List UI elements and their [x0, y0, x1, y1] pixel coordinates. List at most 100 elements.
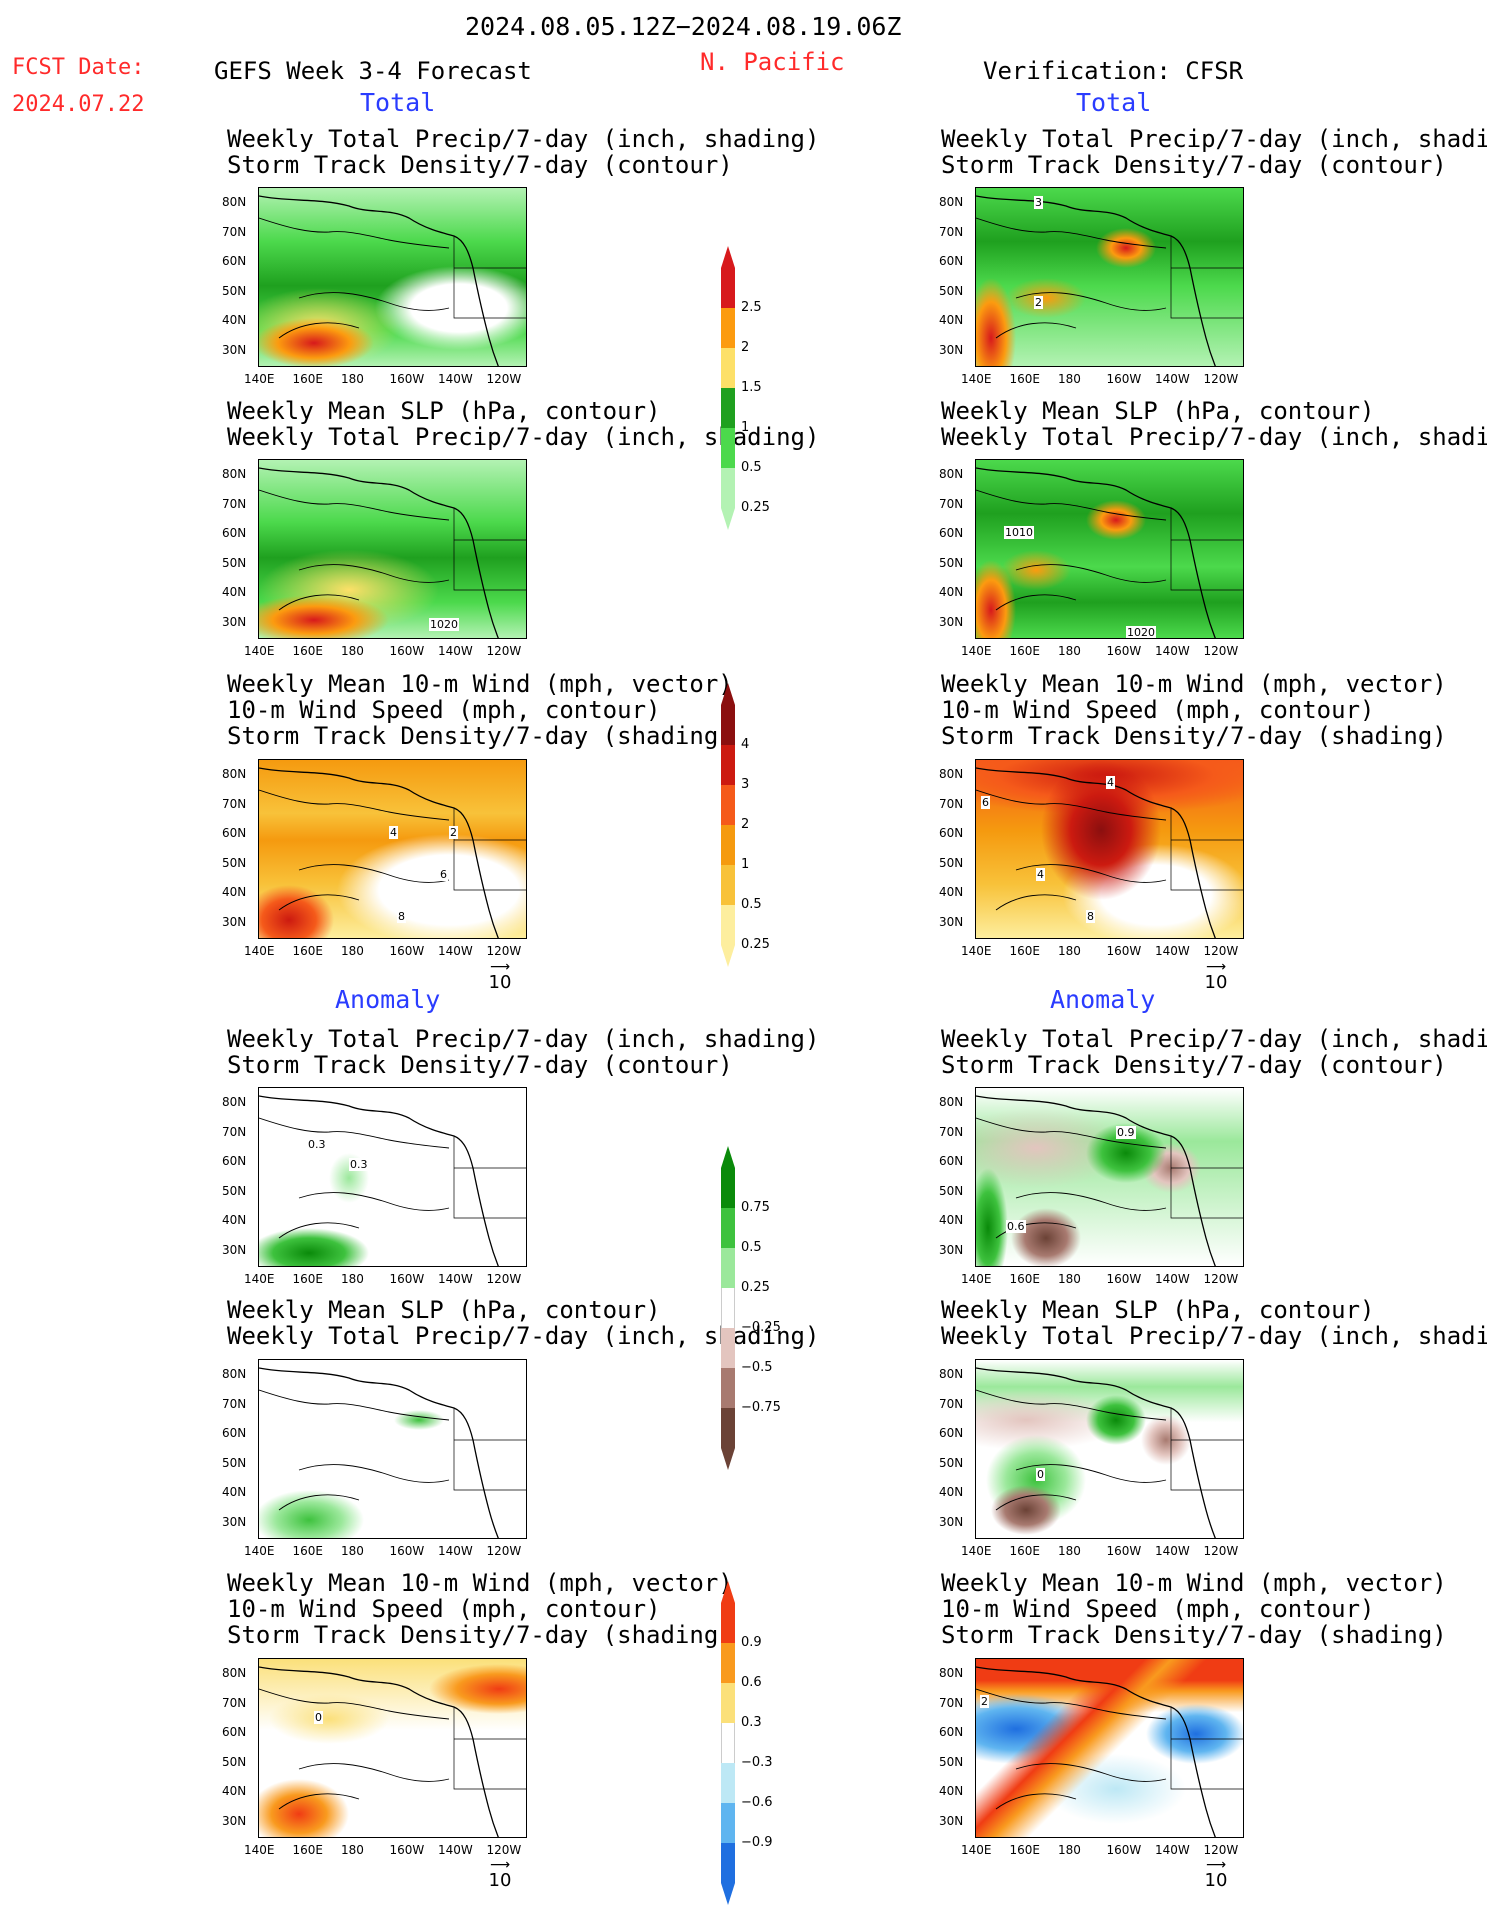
panel-title-line: Weekly Total Precip/7-day (inch, shading… [941, 125, 1487, 153]
lon-tick-label: 120W [1203, 644, 1239, 658]
map-panel-left-5 [258, 1359, 527, 1539]
panel-title-line: 10-m Wind Speed (mph, contour) [941, 696, 1375, 724]
colorbar-tick-label: 1.5 [741, 380, 762, 395]
lon-tick-label: 120W [486, 644, 522, 658]
lon-tick-label: 180 [341, 1544, 364, 1558]
colorbar-segment [721, 1248, 735, 1288]
panel-title-line: Weekly Mean SLP (hPa, contour) [227, 1296, 661, 1324]
date-range: 2024.08.05.12Z−2024.08.19.06Z [465, 12, 902, 41]
colorbar-tick-label: 2.5 [741, 300, 762, 315]
lat-tick-label: 80N [939, 1666, 964, 1680]
lon-tick-label: 140W [1155, 644, 1190, 658]
lon-tick-label: 180 [1058, 372, 1081, 386]
lat-tick-label: 60N [939, 826, 964, 840]
panel-title-line: Storm Track Density/7-day (shading) [941, 722, 1447, 750]
lat-tick-label: 80N [939, 767, 964, 781]
lat-tick-label: 60N [222, 1426, 247, 1440]
panel-title-line: Weekly Total Precip/7-day (inch, shading… [941, 423, 1487, 451]
panel-title-line: Storm Track Density/7-day (contour) [941, 1051, 1447, 1079]
lon-tick-label: 160W [389, 1272, 425, 1286]
lat-tick-label: 40N [222, 885, 247, 899]
lat-tick-label: 50N [222, 855, 247, 870]
vector-ref-arrow: ⟶ 10 [1204, 1857, 1228, 1891]
lon-tick-label: 160W [1106, 1843, 1142, 1857]
lon-tick-label: 140E [244, 1843, 275, 1857]
contour-label: 3 [1034, 196, 1043, 209]
section-anomaly-left: Anomaly [335, 985, 441, 1014]
panel-title-line: 10-m Wind Speed (mph, contour) [227, 1595, 661, 1623]
contour-label: 0 [314, 1711, 323, 1724]
lat-tick-label: 40N [939, 885, 964, 899]
lon-tick-label: 160W [1106, 1272, 1142, 1286]
colorbar-segment [721, 1208, 735, 1248]
panel-title-line: 10-m Wind Speed (mph, contour) [941, 1595, 1375, 1623]
lon-tick-label: 140E [961, 1544, 992, 1558]
contour-label: 6 [981, 796, 990, 809]
lon-tick-label: 140E [244, 1544, 275, 1558]
lon-tick-label: 160W [1106, 644, 1142, 658]
panel-title-line: Weekly Total Precip/7-day (inch, shading… [941, 1025, 1487, 1053]
lat-tick-label: 80N [222, 467, 247, 481]
colorbar-tick-label: 0.25 [741, 500, 770, 515]
lon-tick-label: 160E [292, 644, 324, 658]
contour-label: 2 [449, 826, 458, 839]
panel-title-line: 10-m Wind Speed (mph, contour) [227, 696, 661, 724]
lat-tick-label: 40N [939, 1784, 964, 1798]
colorbar-segment [721, 1328, 735, 1368]
colorbar-segment [721, 428, 735, 468]
lon-tick-label: 160W [389, 1544, 425, 1558]
lat-tick-label: 30N [939, 614, 964, 629]
colorbar-tick-label: 4 [741, 737, 750, 752]
panel-title-line: Storm Track Density/7-day (contour) [941, 151, 1447, 179]
lon-tick-label: 160W [1106, 944, 1142, 958]
lat-tick-label: 50N [939, 283, 964, 298]
colorbar-segment [721, 705, 735, 745]
lon-tick-label: 140E [961, 1843, 992, 1857]
lat-tick-label: 70N [939, 1695, 964, 1710]
lat-tick-label: 40N [939, 1213, 964, 1227]
panel-title-line: Weekly Total Precip/7-day (inch, shading… [227, 1322, 820, 1350]
contour-label: 4 [1036, 868, 1045, 881]
colorbar-segment [721, 1723, 735, 1763]
panel-title-line: Weekly Mean 10-m Wind (mph, vector) [227, 1569, 733, 1597]
lat-tick-label: 30N [222, 1813, 247, 1828]
lon-tick-label: 160W [389, 1843, 425, 1857]
lon-tick-label: 140W [1155, 1843, 1190, 1857]
lat-tick-label: 40N [222, 585, 247, 599]
colorbar-tick-label: 0.5 [741, 897, 762, 912]
panel-title-line: Storm Track Density/7-day (shading) [227, 722, 733, 750]
colorbar-tick-label: −0.6 [741, 1795, 773, 1810]
contour-label: 0 [1036, 1468, 1045, 1481]
colorbar-tick-label: 0.3 [741, 1715, 762, 1730]
lat-tick-label: 70N [222, 796, 247, 811]
lon-tick-label: 180 [341, 1272, 364, 1286]
lat-tick-label: 50N [939, 1455, 964, 1470]
lat-tick-label: 40N [222, 1485, 247, 1499]
panel-title-line: Weekly Total Precip/7-day (inch, shading… [227, 125, 820, 153]
lat-tick-label: 40N [939, 313, 964, 327]
lon-tick-label: 140W [438, 644, 473, 658]
lat-tick-label: 70N [939, 1124, 964, 1139]
lon-tick-label: 160W [1106, 1544, 1142, 1558]
lat-tick-label: 50N [222, 283, 247, 298]
lat-tick-label: 70N [939, 1396, 964, 1411]
lon-tick-label: 120W [486, 1272, 522, 1286]
lat-tick-label: 80N [939, 195, 964, 209]
colorbar-segment [721, 1803, 735, 1843]
lon-tick-label: 120W [1203, 1843, 1239, 1857]
lat-tick-label: 60N [222, 526, 247, 540]
colorbar-tick-label: −0.5 [741, 1360, 773, 1375]
vector-ref-arrow: ⟶ 10 [488, 1857, 512, 1891]
colorbar-segment [721, 1843, 735, 1883]
fcst-date-value: 2024.07.22 [12, 92, 145, 117]
contour-label: 0.9 [1116, 1126, 1136, 1139]
colorbar-tick-label: 0.25 [741, 1280, 770, 1295]
lat-tick-label: 70N [222, 224, 247, 239]
colorbar-tick-label: −0.3 [741, 1755, 773, 1770]
map-panel-left-6: 0 [258, 1658, 527, 1838]
contour-label: 1020 [1126, 626, 1156, 639]
map-panel-left-4: 0.3 0.3 [258, 1087, 527, 1267]
colorbar-segment [721, 785, 735, 825]
lat-tick-label: 70N [939, 496, 964, 511]
lat-tick-label: 60N [939, 1725, 964, 1739]
